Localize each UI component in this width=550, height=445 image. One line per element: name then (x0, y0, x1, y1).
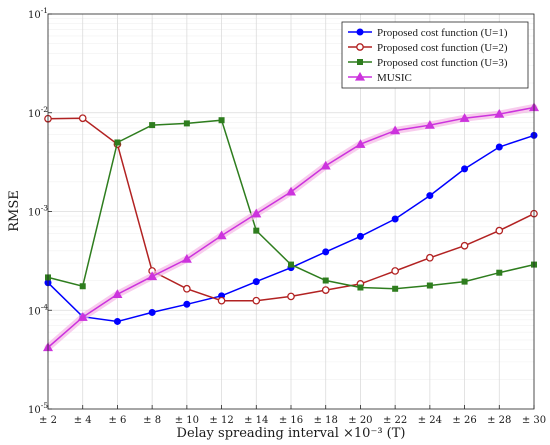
series-2 (44, 114, 538, 305)
data-point (183, 120, 190, 127)
series-layer (42, 102, 540, 352)
data-point (251, 208, 262, 218)
data-point (424, 119, 435, 129)
series-4 (42, 102, 540, 352)
data-point (426, 253, 434, 262)
x-tick-label: ± 24 (418, 415, 442, 426)
data-point (253, 227, 260, 234)
data-point (426, 192, 434, 200)
x-tick-label: ± 28 (487, 415, 511, 426)
data-point (285, 186, 297, 196)
data-point (79, 283, 86, 290)
data-point (426, 282, 433, 289)
data-point (114, 139, 121, 146)
legend-entry: MUSIC (348, 71, 412, 84)
data-point (216, 230, 227, 240)
x-tick-label: ± 8 (143, 415, 161, 426)
data-point (77, 312, 88, 321)
data-point (149, 122, 156, 129)
x-axis-label: Delay spreading interval ×10⁻³ (T) (177, 426, 406, 441)
legend: Proposed cost function (U=1) Proposed cos… (341, 21, 529, 89)
series-1 (44, 131, 538, 325)
legend-entry: Proposed cost function (U=2) (348, 42, 508, 54)
x-tick-label: ± 20 (348, 415, 372, 426)
data-point (322, 277, 329, 284)
data-point (391, 215, 399, 223)
legend-marker (354, 71, 366, 81)
data-point (391, 267, 399, 275)
legend-label: Proposed cost function (U=1) (377, 27, 508, 39)
data-point (148, 308, 156, 316)
data-point (495, 226, 504, 235)
x-tick-label: ± 14 (244, 415, 268, 426)
data-point (494, 108, 505, 118)
x-tick-label: ± 22 (383, 415, 407, 426)
data-point (78, 114, 87, 123)
data-point (460, 241, 469, 250)
legend-entry: Proposed cost function (U=3) (348, 57, 508, 69)
data-point (217, 296, 226, 305)
data-point (496, 269, 503, 276)
data-point (495, 143, 503, 151)
data-point (252, 278, 260, 286)
data-point (461, 165, 469, 173)
data-point (181, 253, 192, 263)
data-point (321, 286, 330, 294)
x-tick-label: ± 16 (279, 415, 303, 426)
series-3 (45, 117, 537, 292)
legend-marker (356, 28, 364, 36)
data-point (320, 160, 331, 170)
data-point (322, 248, 330, 256)
x-tick-label: ± 26 (452, 415, 476, 426)
x-tick-label: ± 12 (209, 415, 233, 426)
data-point (183, 300, 191, 308)
data-point (461, 278, 468, 285)
legend-entry: Proposed cost function (U=1) (348, 27, 508, 39)
data-point (288, 261, 294, 268)
legend-label: Proposed cost function (U=2) (377, 42, 508, 54)
data-point (113, 317, 121, 325)
data-point (355, 139, 366, 148)
legend-label: MUSIC (377, 72, 412, 84)
data-point (357, 284, 364, 291)
x-tick-label: ± 6 (108, 415, 126, 426)
x-tick-label: ± 2 (39, 415, 57, 426)
data-point (287, 292, 295, 301)
data-point (183, 284, 191, 293)
data-point (459, 113, 470, 122)
y-axis-label: RMSE (7, 190, 22, 232)
legend-marker (356, 43, 364, 51)
legend-box (341, 21, 529, 89)
data-point (392, 285, 399, 292)
legend-label: Proposed cost function (U=3) (377, 57, 508, 69)
legend-marker (357, 59, 363, 65)
x-tick-label: ± 18 (314, 415, 338, 426)
data-point (112, 289, 123, 298)
data-point (356, 232, 364, 240)
data-point (218, 117, 225, 124)
x-tick-label: ± 10 (175, 415, 199, 426)
data-point (252, 296, 261, 305)
data-point (147, 271, 158, 281)
x-tick-label: ± 30 (522, 415, 546, 426)
data-point (390, 125, 401, 135)
x-tick-label: ± 4 (74, 415, 92, 426)
